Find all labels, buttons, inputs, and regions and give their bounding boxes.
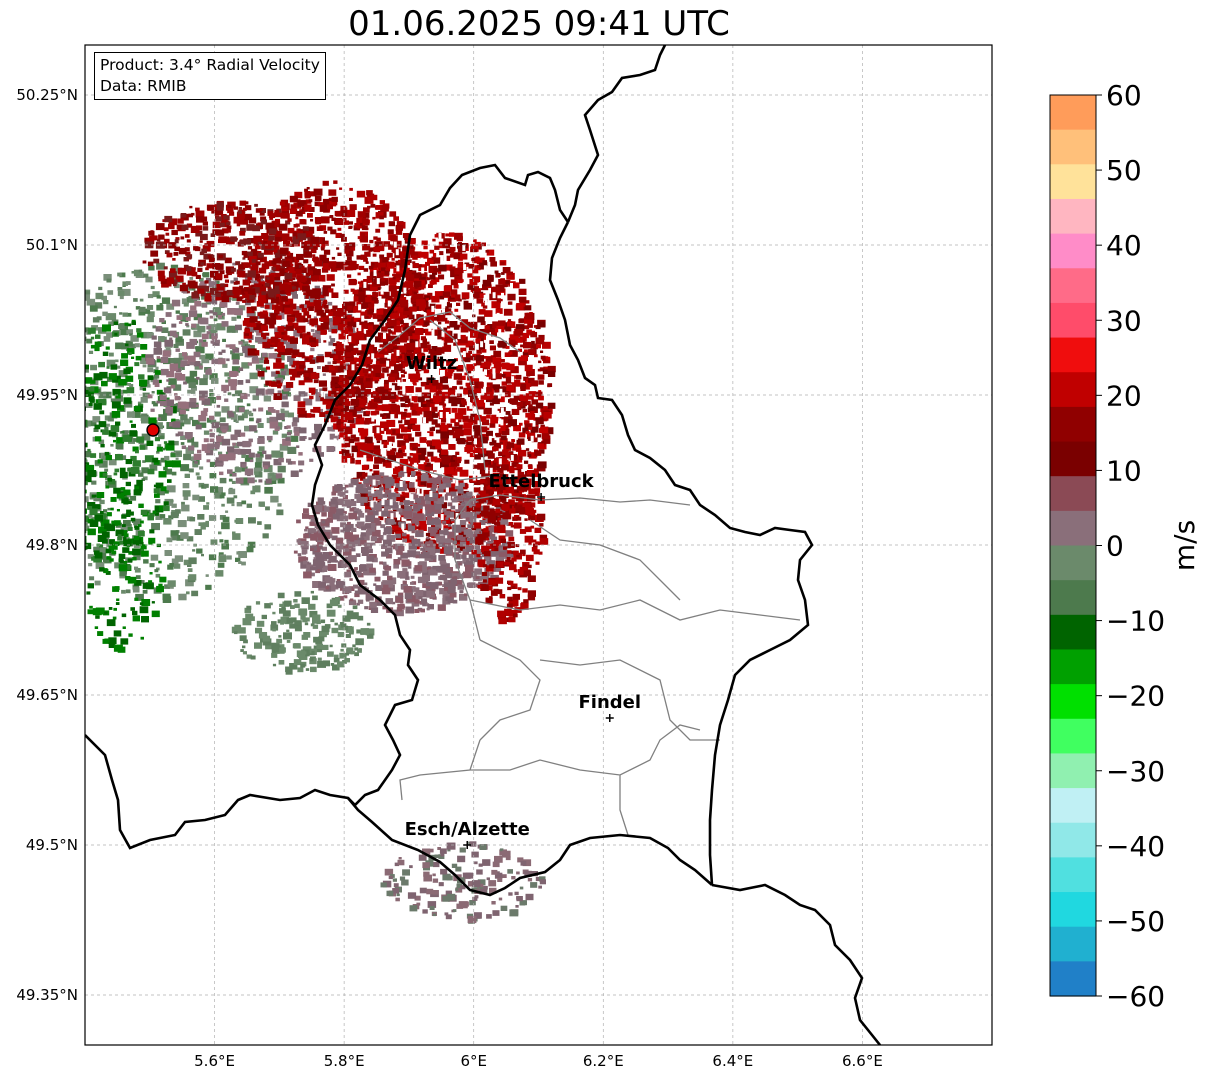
map-title: 01.06.2025 09:41 UTC — [348, 4, 730, 44]
colorbar-tick-label: 60 — [1106, 79, 1142, 112]
map-axes: 5.6°E 5.8°E 6°E 6.2°E 6.4°E 6.6°E 50.25°N 50.1°… — [16, 44, 993, 1070]
radar-site-marker — [146, 423, 160, 437]
map-overlay: Wiltz Ettelbruck Findel Esch/Alzette — [146, 353, 641, 849]
colorbar-tick-label: −60 — [1106, 980, 1165, 1013]
colorbar-tick-label: −30 — [1106, 755, 1165, 788]
lat-tick-label: 49.35°N — [16, 986, 78, 1004]
city-marker — [463, 841, 472, 849]
city-label: Wiltz — [406, 353, 457, 374]
colorbar-segment — [1050, 476, 1096, 512]
data-source-label: Data: RMIB — [100, 77, 187, 95]
country-border-germany-france — [711, 883, 882, 1045]
country-border-luxembourg-france — [347, 797, 713, 897]
colorbar-tick-label: −20 — [1106, 680, 1165, 713]
colorbar-segment — [1050, 753, 1096, 789]
colorbar-segment — [1050, 372, 1096, 408]
colorbar-segment — [1050, 441, 1096, 477]
city-marker — [537, 493, 546, 501]
colorbar-segment — [1050, 614, 1096, 651]
lon-tick-label: 6.6°E — [842, 1052, 883, 1070]
colorbar-segment — [1050, 718, 1096, 755]
country-border-luxembourg-germany — [548, 221, 814, 886]
lon-tick-label: 6.2°E — [583, 1052, 624, 1070]
colorbar-tick-label: 30 — [1106, 304, 1142, 337]
colorbar-segment — [1050, 649, 1096, 685]
colorbar-segment — [1050, 926, 1096, 962]
country-border-belgium-luxembourg — [85, 163, 570, 850]
lat-tick-label: 49.65°N — [16, 686, 78, 704]
radar-echoes — [85, 180, 556, 924]
colorbar-segment — [1050, 857, 1096, 893]
colorbar-segment — [1050, 510, 1096, 547]
colorbar-tick-label: 10 — [1106, 454, 1142, 487]
colorbar-tick-label: 50 — [1106, 154, 1142, 187]
colorbar-tick-label: 40 — [1106, 229, 1142, 262]
colorbar-segment — [1050, 198, 1096, 235]
lat-tick-label: 49.8°N — [26, 536, 78, 554]
lon-tick-label: 5.6°E — [194, 1052, 235, 1070]
colorbar-segment — [1050, 337, 1096, 373]
colorbar-segment — [1050, 788, 1096, 824]
colorbar-segment — [1050, 268, 1096, 304]
lat-tick-label: 50.25°N — [16, 86, 78, 104]
lon-tick-label: 5.8°E — [324, 1052, 365, 1070]
colorbar-segment — [1050, 129, 1096, 165]
colorbar-segment — [1050, 302, 1096, 339]
lat-tick-label: 50.1°N — [26, 236, 78, 254]
colorbar-segment — [1050, 961, 1096, 997]
colorbar-segment — [1050, 233, 1096, 269]
city-marker — [427, 375, 436, 383]
colorbar-segment — [1050, 822, 1096, 858]
colorbar-tick-label: 20 — [1106, 379, 1142, 412]
map-borders — [85, 45, 882, 1045]
colorbar-segment — [1050, 892, 1096, 928]
lon-tick-label: 6.4°E — [712, 1052, 753, 1070]
city-label: Esch/Alzette — [405, 819, 530, 840]
colorbar-segment — [1050, 406, 1096, 443]
colorbar-tick-label: −50 — [1106, 905, 1165, 938]
city-marker — [605, 714, 614, 722]
colorbar-segment — [1050, 164, 1096, 200]
canton-boundaries — [359, 311, 801, 836]
colorbar-tick-label: 0 — [1106, 530, 1124, 563]
colorbar-segment — [1050, 580, 1096, 616]
country-border-belgium-germany — [566, 45, 667, 223]
lat-tick-label: 49.5°N — [26, 836, 78, 854]
colorbar-segment — [1050, 684, 1096, 720]
colorbar-tick-label: −10 — [1106, 605, 1165, 638]
lon-tick-label: 6°E — [460, 1052, 487, 1070]
colorbar-tick-label: −40 — [1106, 830, 1165, 863]
colorbar-unit-label: m/s — [1168, 520, 1201, 571]
map-frame — [84, 44, 993, 1046]
colorbar-segment — [1050, 545, 1096, 581]
lat-tick-label: 49.95°N — [16, 386, 78, 404]
city-label: Findel — [578, 692, 641, 713]
city-label: Ettelbruck — [489, 471, 595, 492]
colorbar-segment — [1050, 95, 1096, 131]
product-label: Product: 3.4° Radial Velocity — [100, 56, 320, 74]
velocity-colorbar: 60 50 40 30 20 10 0 −10 −20 −30 −40 −50 −60 m/s — [1049, 79, 1201, 1013]
product-info-box: Product: 3.4° Radial Velocity Data: RMIB — [94, 52, 326, 100]
